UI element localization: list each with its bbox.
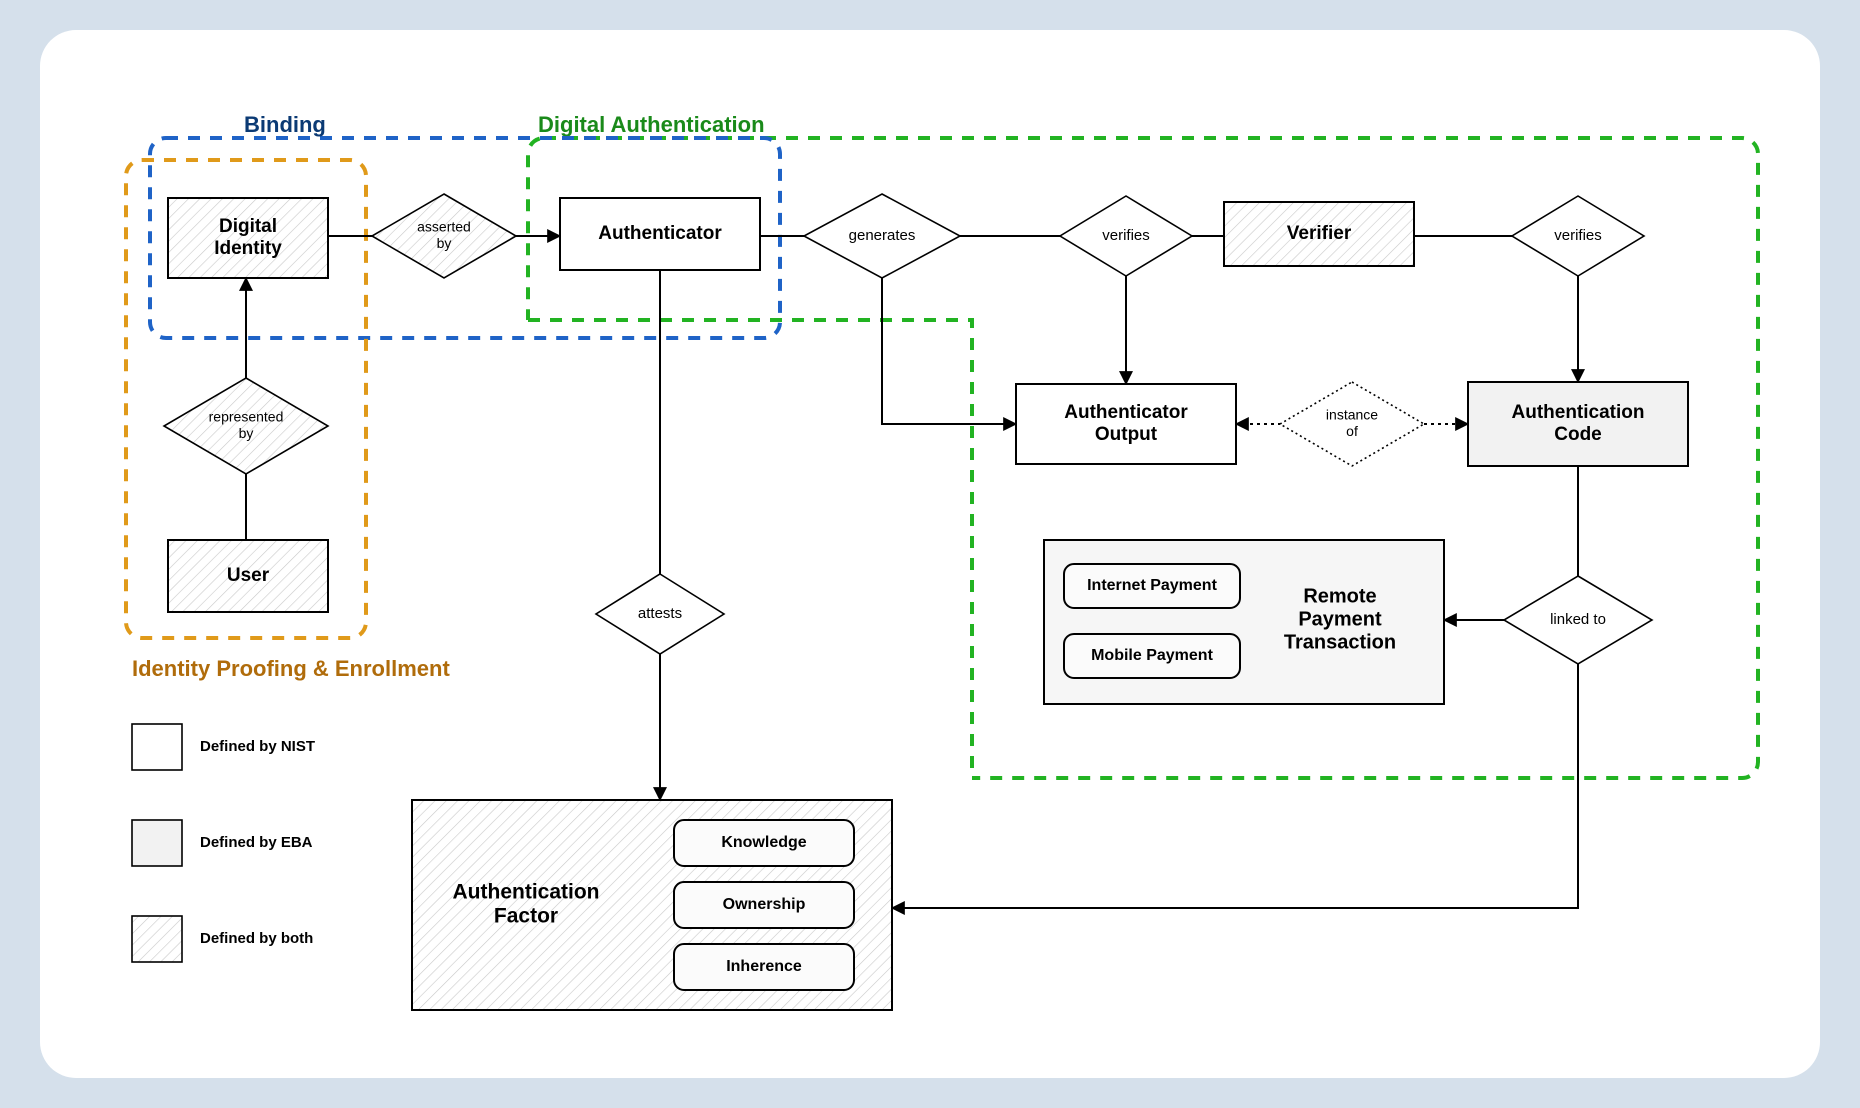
svg-text:Authenticator: Authenticator	[598, 223, 722, 244]
legend: Defined by NIST Defined by EBA Defined by …	[132, 724, 315, 962]
diamond-generates: generates	[804, 194, 960, 278]
svg-text:Authentication: Authentication	[453, 880, 600, 903]
svg-text:verifies: verifies	[1102, 227, 1150, 244]
svg-text:instance: instance	[1326, 407, 1378, 423]
svg-text:Binding: Binding	[244, 112, 326, 137]
diamond-verifies2: verifies	[1512, 196, 1644, 276]
diagram-card: Digital Authentication Binding Identity Pr…	[40, 30, 1820, 1078]
svg-text:asserted: asserted	[417, 219, 471, 235]
diamond-linked_to: linked to	[1504, 576, 1652, 664]
node-verifier: Verifier	[1224, 202, 1414, 266]
svg-text:Payment: Payment	[1298, 608, 1382, 630]
svg-text:Identity Proofing & Enrollment: Identity Proofing & Enrollment	[132, 656, 450, 681]
svg-text:verifies: verifies	[1554, 227, 1602, 244]
diagram-svg: Digital Authentication Binding Identity Pr…	[40, 30, 1820, 1078]
node-auth_code: AuthenticationCode	[1468, 382, 1688, 466]
svg-text:Transaction: Transaction	[1284, 631, 1396, 653]
svg-text:attests: attests	[638, 605, 682, 622]
svg-text:Digital Authentication: Digital Authentication	[538, 112, 765, 137]
svg-text:Authenticator: Authenticator	[1064, 402, 1188, 423]
svg-text:Identity: Identity	[214, 238, 282, 259]
svg-text:linked to: linked to	[1550, 611, 1606, 628]
node-authenticator: Authenticator	[560, 198, 760, 270]
svg-text:Inherence: Inherence	[726, 958, 802, 975]
svg-text:User: User	[227, 565, 270, 586]
svg-text:generates: generates	[849, 227, 916, 244]
svg-text:Defined by both: Defined by both	[200, 930, 313, 947]
node-auth_output: AuthenticatorOutput	[1016, 384, 1236, 464]
svg-text:Output: Output	[1095, 424, 1158, 445]
node-auth_factor: AuthenticationFactor Knowledge Ownership In…	[412, 800, 892, 1010]
svg-text:Remote: Remote	[1303, 585, 1376, 607]
svg-text:Factor: Factor	[494, 905, 558, 928]
svg-text:Defined by NIST: Defined by NIST	[200, 738, 315, 755]
svg-text:Authentication: Authentication	[1512, 402, 1645, 423]
svg-text:Mobile Payment: Mobile Payment	[1091, 647, 1213, 664]
svg-text:represented: represented	[209, 409, 284, 425]
svg-text:Internet Payment: Internet Payment	[1087, 577, 1217, 594]
svg-text:Defined by EBA: Defined by EBA	[200, 834, 313, 851]
svg-text:Code: Code	[1554, 424, 1602, 445]
svg-text:of: of	[1346, 423, 1358, 439]
svg-text:Knowledge: Knowledge	[721, 834, 806, 851]
svg-text:by: by	[437, 235, 452, 251]
diamond-asserted_by: assertedby	[372, 194, 516, 278]
diamond-represented_by: representedby	[164, 378, 328, 474]
svg-text:Ownership: Ownership	[723, 896, 806, 913]
node-remote_payment: RemotePaymentTransaction Internet Payment…	[1044, 540, 1444, 704]
node-user: User	[168, 540, 328, 612]
node-digital_identity: DigitalIdentity	[168, 198, 328, 278]
svg-text:by: by	[239, 425, 254, 441]
svg-text:Digital: Digital	[219, 216, 277, 237]
diamond-instance_of: instanceof	[1280, 382, 1424, 466]
diamond-verifies1: verifies	[1060, 196, 1192, 276]
svg-text:Verifier: Verifier	[1287, 223, 1352, 244]
